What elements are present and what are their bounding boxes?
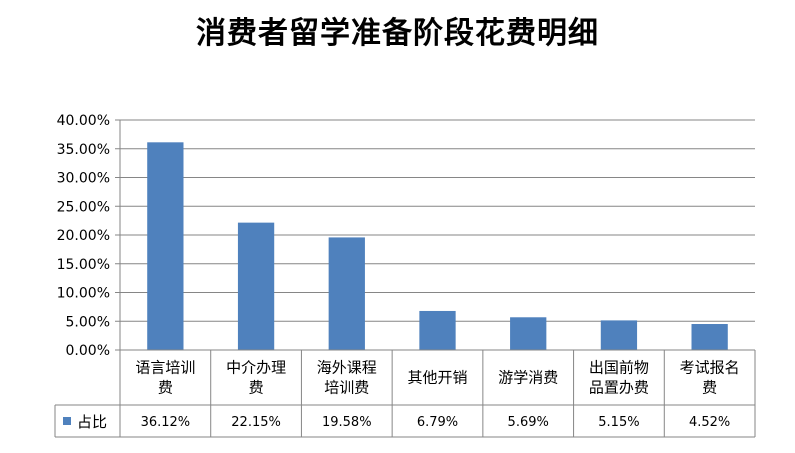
- legend-label: 占比: [77, 413, 107, 431]
- bars: [147, 142, 728, 350]
- bar: [600, 320, 638, 350]
- y-tick-label: 10.00%: [57, 286, 110, 302]
- category-label: 游学消费: [498, 369, 558, 387]
- bar: [419, 310, 456, 350]
- chart-title: 消费者留学准备阶段花费明细: [196, 16, 599, 51]
- bar: [328, 237, 365, 350]
- y-tick-label: 0.00%: [66, 343, 110, 359]
- y-tick-label: 40.00%: [57, 113, 110, 129]
- y-tick-label: 25.00%: [57, 199, 110, 215]
- category-label: 语言培训费: [135, 359, 195, 397]
- y-tick-label: 35.00%: [57, 142, 110, 158]
- data-label: 5.15%: [598, 415, 639, 430]
- category-label: 出国前物品置办费: [589, 359, 649, 397]
- bar: [691, 324, 728, 350]
- data-label: 4.52%: [689, 415, 730, 430]
- category-label: 中介办理费: [226, 359, 286, 397]
- category-label: 海外课程培训费: [317, 359, 377, 397]
- data-label: 6.79%: [417, 415, 458, 430]
- bar: [237, 222, 275, 350]
- data-label: 5.69%: [508, 415, 549, 430]
- bar: [147, 142, 184, 350]
- legend-marker: [63, 417, 71, 425]
- y-tick-label: 5.00%: [66, 314, 110, 330]
- category-label: 考试报名费: [680, 359, 740, 397]
- grid-lines: [120, 119, 755, 322]
- data-label: 22.15%: [231, 415, 281, 430]
- data-label: 36.12%: [141, 415, 191, 430]
- bar: [510, 317, 547, 350]
- y-tick-label: 30.00%: [57, 171, 110, 187]
- y-axis-ticks: 0.00% 5.00% 10.00% 15.00% 20.00% 25.00% 30.00%…: [57, 113, 121, 359]
- data-label: 19.58%: [322, 415, 372, 430]
- y-tick-label: 15.00%: [57, 257, 110, 273]
- y-tick-label: 20.00%: [57, 228, 110, 244]
- category-label: 其他开销: [407, 369, 467, 387]
